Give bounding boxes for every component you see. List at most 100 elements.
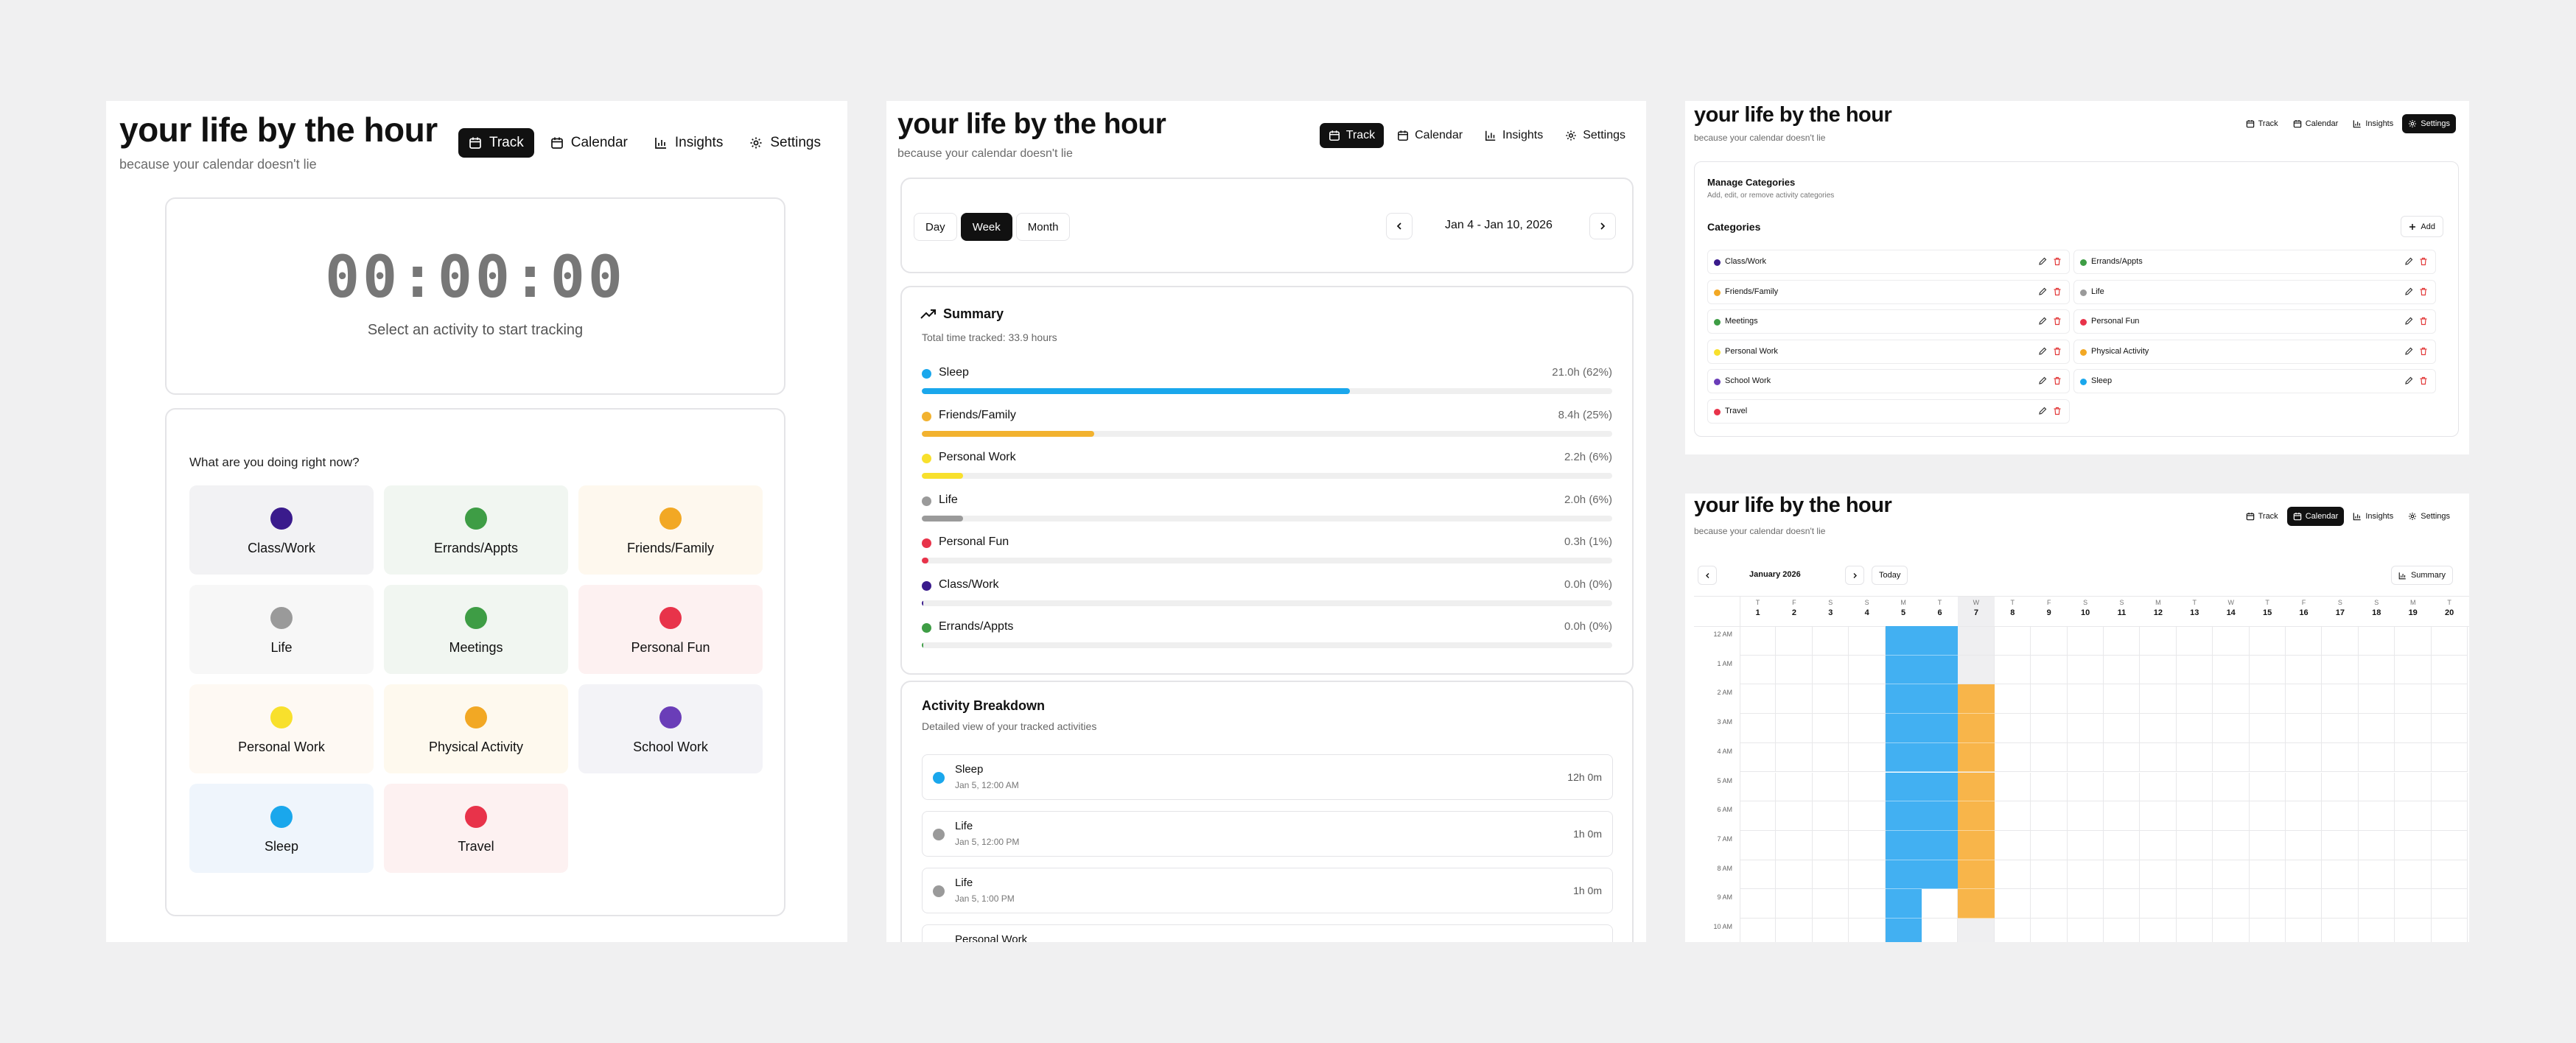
hour-cell[interactable]	[2322, 655, 2359, 685]
day-header[interactable]: S 10	[2068, 597, 2104, 626]
hour-cell[interactable]	[2432, 919, 2468, 942]
hour-cell[interactable]	[2176, 860, 2213, 890]
nav-calendar[interactable]: Calendar	[2287, 114, 2345, 133]
hour-cell[interactable]	[2286, 889, 2323, 919]
hour-cell[interactable]	[2067, 655, 2104, 685]
hour-cell[interactable]	[1740, 626, 1777, 656]
activity-entry[interactable]: Life Jan 5, 1:00 PM 1h 0m	[922, 868, 1613, 913]
event-block[interactable]	[1958, 684, 1995, 714]
hour-cell[interactable]	[2176, 742, 2213, 773]
event-block[interactable]	[1885, 626, 1922, 656]
hour-cell[interactable]	[2286, 801, 2323, 831]
hour-cell[interactable]	[2286, 860, 2323, 890]
view-day-button[interactable]: Day	[914, 213, 957, 241]
event-block[interactable]	[1958, 830, 1995, 860]
trash-icon[interactable]	[2053, 257, 2062, 266]
hour-cell[interactable]	[2322, 684, 2359, 714]
event-block[interactable]	[1922, 801, 1959, 831]
hour-cell[interactable]	[2322, 714, 2359, 743]
event-block[interactable]	[1885, 889, 1922, 919]
hour-cell[interactable]	[2104, 801, 2141, 831]
hour-cell[interactable]	[2067, 684, 2104, 714]
hour-cell[interactable]	[2067, 889, 2104, 919]
hour-cell[interactable]	[1740, 714, 1777, 743]
day-header[interactable]: T 13	[2177, 597, 2213, 626]
nav-settings[interactable]: Settings	[1556, 123, 1634, 148]
hour-cell[interactable]	[1849, 626, 1886, 656]
activity-tile[interactable]: Errands/Appts	[384, 485, 568, 575]
hour-cell[interactable]	[1849, 860, 1886, 890]
nav-settings[interactable]: Settings	[2402, 114, 2456, 133]
nav-track[interactable]: Track	[1319, 123, 1385, 148]
hour-cell[interactable]	[1740, 684, 1777, 714]
hour-cell[interactable]	[2358, 801, 2395, 831]
day-header[interactable]: M 12	[2140, 597, 2176, 626]
activity-tile[interactable]: Meetings	[384, 585, 568, 674]
hour-cell[interactable]	[1994, 772, 2031, 802]
nav-settings[interactable]: Settings	[739, 128, 831, 158]
hour-cell[interactable]	[2322, 801, 2359, 831]
hour-cell[interactable]	[1740, 801, 1777, 831]
hour-cell[interactable]	[2395, 889, 2432, 919]
hour-cell[interactable]	[2395, 655, 2432, 685]
today-button[interactable]: Today	[1872, 566, 1908, 585]
hour-cell[interactable]	[2358, 772, 2395, 802]
hour-cell[interactable]	[1849, 714, 1886, 743]
hour-cell[interactable]	[2176, 655, 2213, 685]
hour-cell[interactable]	[2395, 919, 2432, 942]
hour-cell[interactable]	[2176, 772, 2213, 802]
hour-cell[interactable]	[2104, 889, 2141, 919]
hour-cell[interactable]	[2431, 714, 2468, 743]
hour-cell[interactable]	[2431, 742, 2468, 773]
day-header[interactable]: W 14	[2213, 597, 2249, 626]
hour-cell[interactable]	[2431, 626, 2468, 656]
hour-cell[interactable]	[2358, 742, 2395, 773]
activity-tile[interactable]: Friends/Family	[578, 485, 763, 575]
hour-cell[interactable]	[2249, 830, 2286, 860]
hour-cell[interactable]	[2140, 626, 2177, 656]
hour-cell[interactable]	[2104, 626, 2141, 656]
hour-cell[interactable]	[1776, 919, 1813, 942]
hour-cell[interactable]	[2395, 684, 2432, 714]
hour-cell[interactable]	[1849, 830, 1886, 860]
hour-cell[interactable]	[2358, 655, 2395, 685]
hour-cell[interactable]	[2250, 919, 2286, 942]
event-block[interactable]	[1922, 655, 1959, 685]
hour-cell[interactable]	[1994, 830, 2031, 860]
edit-icon[interactable]	[2404, 257, 2413, 266]
hour-cell[interactable]	[2176, 714, 2213, 743]
hour-cell[interactable]	[1813, 919, 1849, 942]
hour-cell[interactable]	[1776, 684, 1813, 714]
hour-cell[interactable]	[1812, 714, 1849, 743]
event-block[interactable]	[1958, 742, 1995, 773]
hour-cell[interactable]	[1776, 655, 1813, 685]
hour-cell[interactable]	[2286, 830, 2323, 860]
hour-cell[interactable]	[2322, 830, 2359, 860]
hour-cell[interactable]	[1776, 830, 1813, 860]
trash-icon[interactable]	[2419, 257, 2428, 266]
hour-cell[interactable]	[2395, 742, 2432, 773]
hour-cell[interactable]	[2358, 684, 2395, 714]
day-header[interactable]: F 16	[2286, 597, 2322, 626]
hour-cell[interactable]	[2359, 919, 2395, 942]
hour-cell[interactable]	[2395, 714, 2432, 743]
trash-icon[interactable]	[2053, 407, 2062, 415]
hour-cell[interactable]	[1995, 919, 2031, 942]
hour-cell[interactable]	[2213, 919, 2250, 942]
trash-icon[interactable]	[2053, 347, 2062, 356]
hour-cell[interactable]	[1849, 772, 1886, 802]
hour-cell[interactable]	[1740, 919, 1777, 942]
event-block[interactable]	[1958, 714, 1995, 743]
hour-cell[interactable]	[2031, 742, 2068, 773]
hour-cell[interactable]	[2213, 684, 2250, 714]
hour-cell[interactable]	[2431, 684, 2468, 714]
nav-calendar[interactable]: Calendar	[1388, 123, 1471, 148]
edit-icon[interactable]	[2038, 376, 2047, 385]
summary-button[interactable]: Summary	[2390, 566, 2453, 585]
nav-track[interactable]: Track	[458, 128, 534, 158]
